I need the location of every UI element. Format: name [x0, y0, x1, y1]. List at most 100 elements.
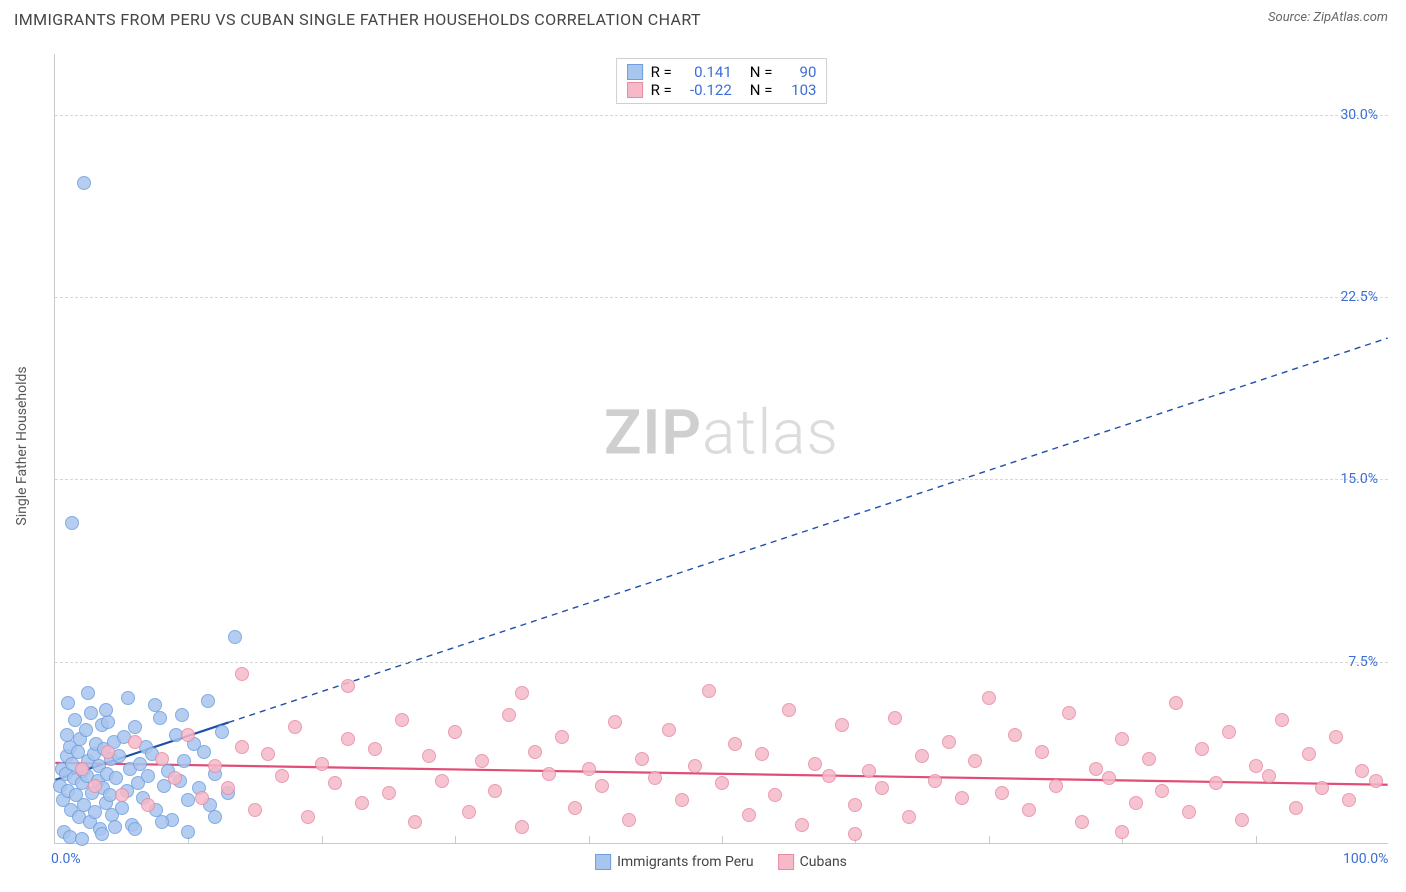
data-point-cubans	[568, 801, 582, 815]
x-minor-tick	[1256, 836, 1257, 844]
swatch-peru-icon	[595, 854, 611, 870]
data-point-cubans	[128, 735, 142, 749]
y-tick-label: 30.0%	[1340, 107, 1378, 123]
data-point-cubans	[768, 788, 782, 802]
data-point-cubans	[1369, 774, 1383, 788]
data-point-cubans	[221, 781, 235, 795]
r-label: R =	[651, 63, 672, 81]
data-point-peru	[181, 793, 195, 807]
data-point-cubans	[982, 691, 996, 705]
data-point-cubans	[1209, 776, 1223, 790]
data-point-peru	[201, 694, 215, 708]
y-tick-label: 22.5%	[1340, 289, 1378, 305]
legend-item-peru: Immigrants from Peru	[595, 854, 754, 870]
data-point-peru	[121, 691, 135, 705]
data-point-cubans	[995, 786, 1009, 800]
data-point-cubans	[1102, 771, 1116, 785]
data-point-cubans	[782, 703, 796, 717]
data-point-cubans	[261, 747, 275, 761]
data-point-cubans	[181, 728, 195, 742]
data-point-cubans	[742, 808, 756, 822]
data-point-cubans	[1155, 784, 1169, 798]
source-attribution: Source: ZipAtlas.com	[1268, 10, 1388, 25]
data-point-cubans	[888, 711, 902, 725]
x-minor-tick	[322, 836, 323, 844]
data-point-cubans	[1182, 805, 1196, 819]
data-point-peru	[175, 708, 189, 722]
data-point-cubans	[755, 747, 769, 761]
data-point-cubans	[1089, 762, 1103, 776]
data-point-cubans	[1275, 713, 1289, 727]
data-point-cubans	[475, 754, 489, 768]
data-point-cubans	[635, 752, 649, 766]
x-minor-tick	[589, 836, 590, 844]
data-point-cubans	[208, 759, 222, 773]
data-point-cubans	[301, 810, 315, 824]
data-point-cubans	[488, 784, 502, 798]
trend-lines-svg	[55, 54, 1388, 843]
data-point-cubans	[608, 715, 622, 729]
plot-canvas: ZIPatlas R = 0.141 N = 90 R = -0.122 N =…	[54, 54, 1388, 844]
data-point-cubans	[928, 774, 942, 788]
data-point-cubans	[75, 762, 89, 776]
data-point-cubans	[835, 718, 849, 732]
data-point-cubans	[1142, 752, 1156, 766]
data-point-cubans	[515, 820, 529, 834]
data-point-peru	[108, 820, 122, 834]
data-point-cubans	[1022, 803, 1036, 817]
x-minor-tick	[989, 836, 990, 844]
data-point-cubans	[1222, 725, 1236, 739]
data-point-peru	[181, 825, 195, 839]
data-point-cubans	[875, 781, 889, 795]
data-point-cubans	[1075, 815, 1089, 829]
legend-label-cubans: Cubans	[800, 854, 847, 870]
data-point-cubans	[942, 735, 956, 749]
data-point-cubans	[288, 720, 302, 734]
data-point-cubans	[1035, 745, 1049, 759]
data-point-peru	[115, 801, 129, 815]
data-point-cubans	[1062, 706, 1076, 720]
data-point-cubans	[1115, 825, 1129, 839]
correlation-legend: R = 0.141 N = 90 R = -0.122 N = 103	[616, 58, 828, 104]
data-point-cubans	[528, 745, 542, 759]
data-point-cubans	[822, 769, 836, 783]
data-point-peru	[155, 815, 169, 829]
x-minor-tick	[455, 836, 456, 844]
n-label: N =	[750, 81, 773, 99]
x-minor-tick	[722, 836, 723, 844]
data-point-cubans	[101, 745, 115, 759]
gridline-h	[55, 479, 1388, 480]
data-point-cubans	[1049, 779, 1063, 793]
data-point-cubans	[622, 813, 636, 827]
swatch-cubans	[627, 82, 643, 98]
data-point-peru	[60, 728, 74, 742]
data-point-cubans	[235, 740, 249, 754]
chart-title: IMMIGRANTS FROM PERU VS CUBAN SINGLE FAT…	[14, 10, 701, 29]
data-point-peru	[65, 516, 79, 530]
y-axis-label: Single Father Households	[14, 366, 30, 525]
data-point-cubans	[1315, 781, 1329, 795]
data-point-cubans	[1129, 796, 1143, 810]
data-point-cubans	[195, 791, 209, 805]
data-point-peru	[61, 696, 75, 710]
data-point-peru	[128, 822, 142, 836]
data-point-cubans	[688, 759, 702, 773]
data-point-cubans	[382, 786, 396, 800]
data-point-cubans	[1008, 728, 1022, 742]
legend-row-cubans: R = -0.122 N = 103	[627, 81, 817, 99]
swatch-cubans-icon	[778, 854, 794, 870]
data-point-cubans	[448, 725, 462, 739]
title-bar: IMMIGRANTS FROM PERU VS CUBAN SINGLE FAT…	[0, 0, 1406, 35]
data-point-cubans	[155, 752, 169, 766]
data-point-cubans	[862, 764, 876, 778]
data-point-cubans	[1262, 769, 1276, 783]
data-point-cubans	[435, 774, 449, 788]
data-point-cubans	[955, 791, 969, 805]
data-point-cubans	[968, 754, 982, 768]
data-point-cubans	[555, 730, 569, 744]
data-point-cubans	[1115, 732, 1129, 746]
data-point-cubans	[115, 788, 129, 802]
gridline-h	[55, 662, 1388, 663]
data-point-cubans	[341, 732, 355, 746]
gridline-h	[55, 297, 1388, 298]
